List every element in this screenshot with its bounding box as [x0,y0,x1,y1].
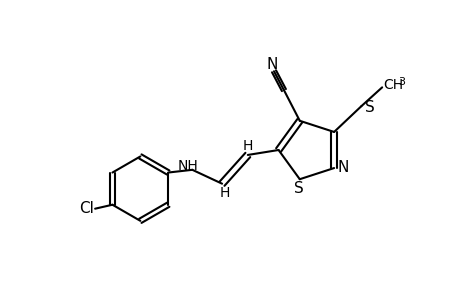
Text: S: S [293,181,303,196]
Text: S: S [364,100,374,115]
Text: N: N [266,57,278,72]
Text: Cl: Cl [78,201,94,216]
Text: NH: NH [178,159,198,173]
Text: 3: 3 [397,77,404,87]
Text: N: N [336,160,348,175]
Text: H: H [241,139,252,152]
Text: H: H [219,186,229,200]
Text: CH: CH [383,78,403,92]
